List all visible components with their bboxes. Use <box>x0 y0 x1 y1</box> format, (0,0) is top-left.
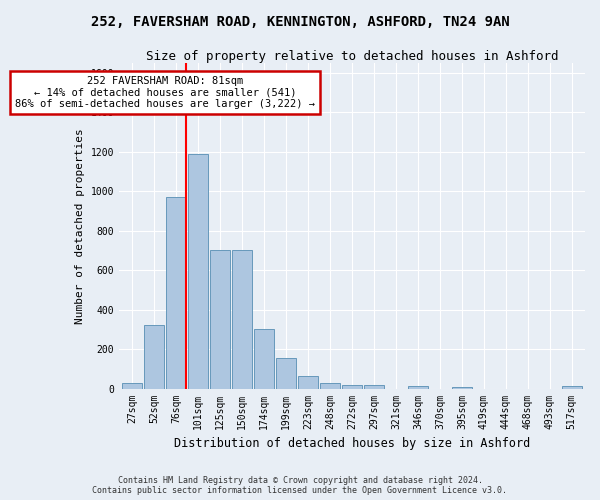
Text: 252, FAVERSHAM ROAD, KENNINGTON, ASHFORD, TN24 9AN: 252, FAVERSHAM ROAD, KENNINGTON, ASHFORD… <box>91 15 509 29</box>
Bar <box>232 250 252 388</box>
Bar <box>122 382 142 388</box>
Bar <box>298 376 318 388</box>
Bar <box>342 384 362 388</box>
Bar <box>452 386 472 388</box>
Bar <box>254 330 274 388</box>
Y-axis label: Number of detached properties: Number of detached properties <box>75 128 85 324</box>
Text: 252 FAVERSHAM ROAD: 81sqm
← 14% of detached houses are smaller (541)
86% of semi: 252 FAVERSHAM ROAD: 81sqm ← 14% of detac… <box>15 76 315 109</box>
Bar <box>188 154 208 388</box>
Bar <box>562 386 582 388</box>
Bar <box>166 197 186 388</box>
Bar <box>210 250 230 388</box>
Bar <box>408 386 428 388</box>
Title: Size of property relative to detached houses in Ashford: Size of property relative to detached ho… <box>146 50 558 63</box>
Bar <box>364 384 384 388</box>
Bar <box>320 382 340 388</box>
Text: Contains HM Land Registry data © Crown copyright and database right 2024.
Contai: Contains HM Land Registry data © Crown c… <box>92 476 508 495</box>
Bar <box>276 358 296 388</box>
X-axis label: Distribution of detached houses by size in Ashford: Distribution of detached houses by size … <box>174 437 530 450</box>
Bar <box>144 326 164 388</box>
